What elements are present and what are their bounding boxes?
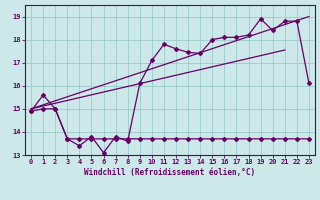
X-axis label: Windchill (Refroidissement éolien,°C): Windchill (Refroidissement éolien,°C) (84, 168, 256, 177)
